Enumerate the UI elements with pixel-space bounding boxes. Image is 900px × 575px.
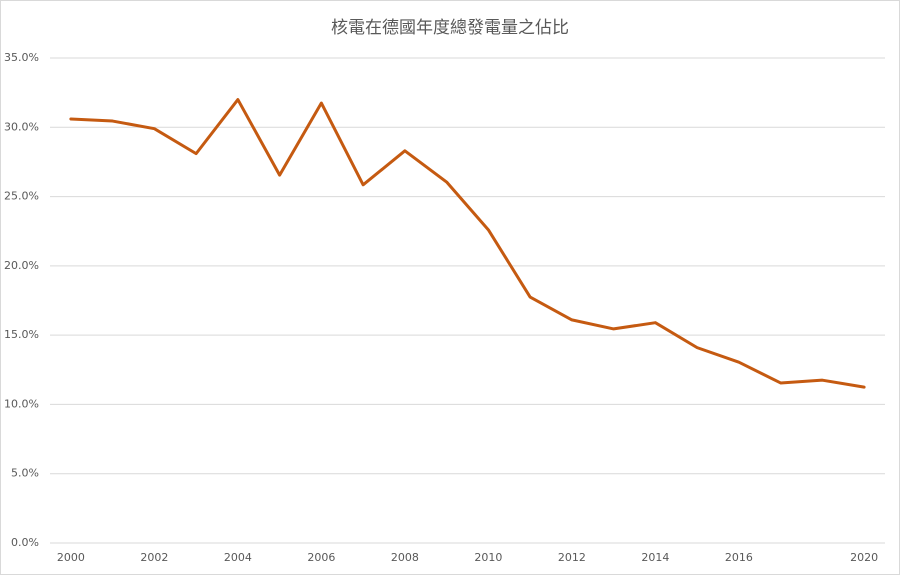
x-tick-label: 2006: [307, 551, 335, 564]
x-tick-label: 2016: [725, 551, 753, 564]
chart-title: 核電在德國年度總發電量之佔比: [331, 18, 569, 38]
x-tick-label: 2020: [850, 551, 878, 564]
x-tick-label: 2008: [391, 551, 419, 564]
y-tick-label: 30.0%: [4, 120, 39, 133]
y-tick-label: 5.0%: [11, 467, 39, 480]
y-tick-label: 0.0%: [11, 536, 39, 549]
x-tick-label: 2004: [224, 551, 252, 564]
y-tick-label: 20.0%: [4, 259, 39, 272]
x-tick-label: 2010: [474, 551, 502, 564]
x-tick-label: 2000: [57, 551, 85, 564]
y-tick-label: 25.0%: [4, 190, 39, 203]
x-tick-label: 2014: [641, 551, 669, 564]
x-tick-label: 2002: [140, 551, 168, 564]
y-tick-label: 15.0%: [4, 328, 39, 341]
y-tick-label: 35.0%: [4, 51, 39, 64]
y-tick-label: 10.0%: [4, 397, 39, 410]
data-line: [69, 98, 866, 389]
x-tick-label: 2012: [558, 551, 586, 564]
